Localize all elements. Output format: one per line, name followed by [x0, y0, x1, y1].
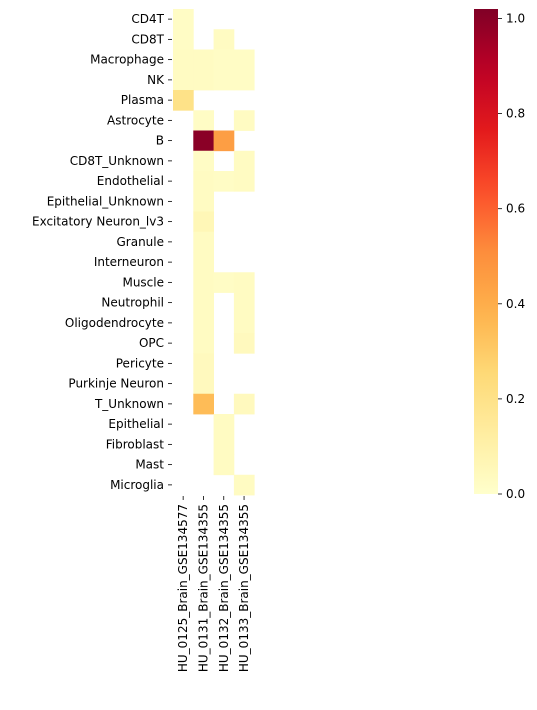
heatmap-cell — [233, 292, 255, 314]
heatmap-cell — [213, 434, 235, 455]
row-tick-label: Neutrophil — [101, 296, 164, 310]
colorbar-tick-label: 1.0 — [506, 12, 525, 26]
heatmap-cell — [193, 110, 214, 131]
column-tick-label: HU_0125_Brain_GSE134577 — [176, 504, 190, 672]
colorbar-tick-label: 0.8 — [506, 107, 525, 121]
heatmap-cell — [193, 292, 214, 314]
heatmap-cell — [213, 171, 235, 192]
heatmap-cell — [213, 29, 235, 50]
colorbar-tick-label: 0.4 — [506, 297, 525, 311]
heatmap-cell — [193, 333, 214, 354]
heatmap-cell — [193, 130, 214, 152]
heatmap-cell — [233, 69, 255, 91]
heatmap-cell — [213, 454, 235, 476]
heatmap-cell — [213, 130, 235, 152]
column-tick-label: HU_0131_Brain_GSE134355 — [196, 504, 210, 672]
heatmap-cell — [193, 191, 214, 212]
heatmap-cell — [233, 171, 255, 192]
row-tick-label: Oligodendrocyte — [65, 316, 164, 330]
row-tick-label: Interneuron — [94, 255, 164, 269]
heatmap-cell — [193, 49, 214, 71]
row-tick-label: Macrophage — [90, 53, 164, 67]
heatmap-cell — [233, 150, 255, 172]
column-tick-label: HU_0132_Brain_GSE134355 — [217, 504, 231, 672]
row-tick-label: CD8T_Unknown — [70, 154, 164, 168]
row-tick-label: Fibroblast — [106, 437, 165, 451]
heatmap-cell — [193, 69, 214, 91]
row-tick-label: Mast — [135, 458, 164, 472]
heatmap-cell — [173, 69, 194, 91]
heatmap-cell — [233, 272, 255, 293]
colorbar: 0.0 0.2 0.4 0.6 0.8 1.0 — [474, 9, 525, 501]
colorbar-tick-label: 0.2 — [506, 392, 525, 406]
heatmap-cell — [173, 9, 194, 30]
heatmap-cell — [193, 373, 214, 395]
heatmap-cell — [193, 312, 214, 334]
heatmap-cell — [233, 333, 255, 354]
heatmap-cell — [193, 353, 214, 374]
heatmap-cell — [193, 252, 214, 273]
heatmap-cell — [193, 393, 214, 415]
heatmap-cell — [213, 49, 235, 71]
colorbar-ticks: 0.0 0.2 0.4 0.6 0.8 1.0 — [498, 12, 525, 501]
row-tick-label: Granule — [116, 235, 164, 249]
row-tick-label: Epithelial_Unknown — [47, 194, 164, 208]
row-tick-label: Microglia — [110, 478, 164, 492]
heatmap-cell — [173, 49, 194, 71]
heatmap-cells — [173, 9, 255, 496]
row-tick-label: Excitatory Neuron_lv3 — [32, 215, 164, 229]
heatmap-cell — [193, 211, 214, 233]
heatmap-cell — [193, 150, 214, 172]
heatmap-cell — [173, 90, 194, 111]
heatmap-cell — [213, 272, 235, 293]
row-tick-label: Purkinje Neuron — [68, 377, 164, 391]
column-tick-label: HU_0133_Brain_GSE134355 — [237, 504, 251, 672]
heatmap-cell — [233, 393, 255, 415]
row-tick-label: Endothelial — [97, 174, 164, 188]
colorbar-gradient — [474, 9, 498, 494]
heatmap-cell — [213, 69, 235, 91]
heatmap-cell — [233, 110, 255, 131]
row-tick-label: NK — [147, 73, 165, 87]
row-tick-label: CD8T — [131, 32, 164, 46]
heatmap-cell — [233, 312, 255, 334]
heatmap-cell — [193, 272, 214, 293]
row-tick-label: Pericyte — [116, 356, 164, 370]
colorbar-tick-label: 0.6 — [506, 202, 525, 216]
heatmap-cell — [193, 171, 214, 192]
row-tick-label: B — [156, 134, 164, 148]
heatmap-cell — [193, 231, 214, 253]
row-tick-label: Plasma — [121, 93, 164, 107]
row-tick-label: OPC — [139, 336, 164, 350]
row-tick-label: T_Unknown — [94, 397, 164, 411]
row-tick-labels: CD4T CD8T Macrophage NK Plasma Astrocyte B CD8T… — [32, 12, 172, 492]
heatmap-cell — [173, 29, 194, 50]
row-tick-label: Muscle — [122, 275, 164, 289]
column-tick-labels: HU_0125_Brain_GSE134577 HU_0131_Brain_GSE… — [176, 496, 251, 672]
colorbar-tick-label: 0.0 — [506, 487, 525, 501]
heatmap-cell — [233, 474, 255, 496]
row-tick-label: Astrocyte — [107, 113, 164, 127]
row-tick-label: Epithelial — [108, 417, 164, 431]
heatmap-cell — [213, 414, 235, 435]
heatmap-cell — [233, 49, 255, 71]
row-tick-label: CD4T — [131, 12, 164, 26]
